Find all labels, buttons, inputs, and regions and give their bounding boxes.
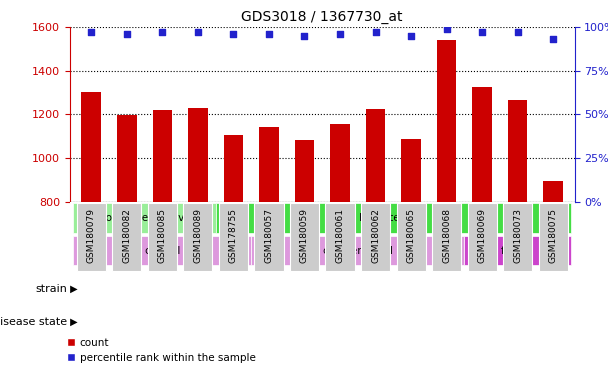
Point	[86, 29, 96, 35]
Bar	[508, 100, 528, 202]
Bar	[366, 109, 385, 202]
Text: GSM180061: GSM180061	[336, 208, 345, 263]
FancyBboxPatch shape	[290, 203, 319, 271]
FancyBboxPatch shape	[465, 236, 571, 265]
FancyBboxPatch shape	[74, 203, 216, 233]
Point	[406, 33, 416, 39]
Text: GSM180075: GSM180075	[549, 208, 558, 263]
Bar	[259, 127, 278, 202]
Bar	[153, 110, 172, 202]
FancyBboxPatch shape	[254, 203, 283, 271]
Text: disease state: disease state	[0, 316, 67, 327]
Point	[513, 29, 522, 35]
FancyBboxPatch shape	[468, 203, 497, 271]
FancyBboxPatch shape	[361, 203, 390, 271]
Point	[122, 31, 132, 37]
Text: ▶: ▶	[67, 316, 77, 327]
Point	[335, 31, 345, 37]
Point	[548, 36, 558, 42]
Text: GSM180073: GSM180073	[513, 208, 522, 263]
Text: non-hypertensive: non-hypertensive	[98, 213, 190, 223]
Point	[193, 29, 202, 35]
Text: control: control	[144, 245, 181, 256]
Bar	[437, 40, 457, 202]
Point	[264, 31, 274, 37]
Point	[300, 33, 309, 39]
Text: GSM180085: GSM180085	[158, 208, 167, 263]
Text: failure: failure	[501, 245, 534, 256]
Bar	[401, 139, 421, 202]
Bar	[330, 124, 350, 202]
FancyBboxPatch shape	[112, 203, 141, 271]
Text: hypertensive: hypertensive	[359, 213, 427, 223]
Point	[157, 29, 167, 35]
FancyBboxPatch shape	[396, 203, 426, 271]
FancyBboxPatch shape	[503, 203, 532, 271]
FancyBboxPatch shape	[148, 203, 177, 271]
FancyBboxPatch shape	[432, 203, 461, 271]
Title: GDS3018 / 1367730_at: GDS3018 / 1367730_at	[241, 10, 403, 25]
Text: GSM180079: GSM180079	[87, 208, 95, 263]
FancyBboxPatch shape	[251, 236, 465, 265]
FancyBboxPatch shape	[74, 236, 251, 265]
FancyBboxPatch shape	[539, 203, 568, 271]
Bar	[295, 141, 314, 202]
Text: GSM180068: GSM180068	[442, 208, 451, 263]
Point	[477, 29, 487, 35]
Text: ▶: ▶	[67, 284, 77, 294]
Point	[442, 26, 452, 32]
Bar	[117, 115, 137, 202]
Bar	[472, 87, 492, 202]
Text: GSM180069: GSM180069	[478, 208, 486, 263]
Bar	[224, 135, 243, 202]
FancyBboxPatch shape	[77, 203, 106, 271]
FancyBboxPatch shape	[219, 203, 248, 271]
Bar	[544, 181, 563, 202]
Legend: count, percentile rank within the sample: count, percentile rank within the sample	[63, 334, 260, 367]
Text: strain: strain	[35, 284, 67, 294]
Text: GSM178755: GSM178755	[229, 208, 238, 263]
Point	[229, 31, 238, 37]
Text: compensated: compensated	[322, 245, 393, 256]
Bar	[188, 108, 207, 202]
Text: GSM180065: GSM180065	[407, 208, 416, 263]
Text: GSM180062: GSM180062	[371, 208, 380, 263]
Text: GSM180057: GSM180057	[264, 208, 274, 263]
FancyBboxPatch shape	[216, 203, 571, 233]
FancyBboxPatch shape	[325, 203, 354, 271]
Text: GSM180059: GSM180059	[300, 208, 309, 263]
FancyBboxPatch shape	[183, 203, 212, 271]
Text: GSM180082: GSM180082	[122, 208, 131, 263]
Text: GSM180089: GSM180089	[193, 208, 202, 263]
Point	[371, 29, 381, 35]
Bar	[81, 93, 101, 202]
